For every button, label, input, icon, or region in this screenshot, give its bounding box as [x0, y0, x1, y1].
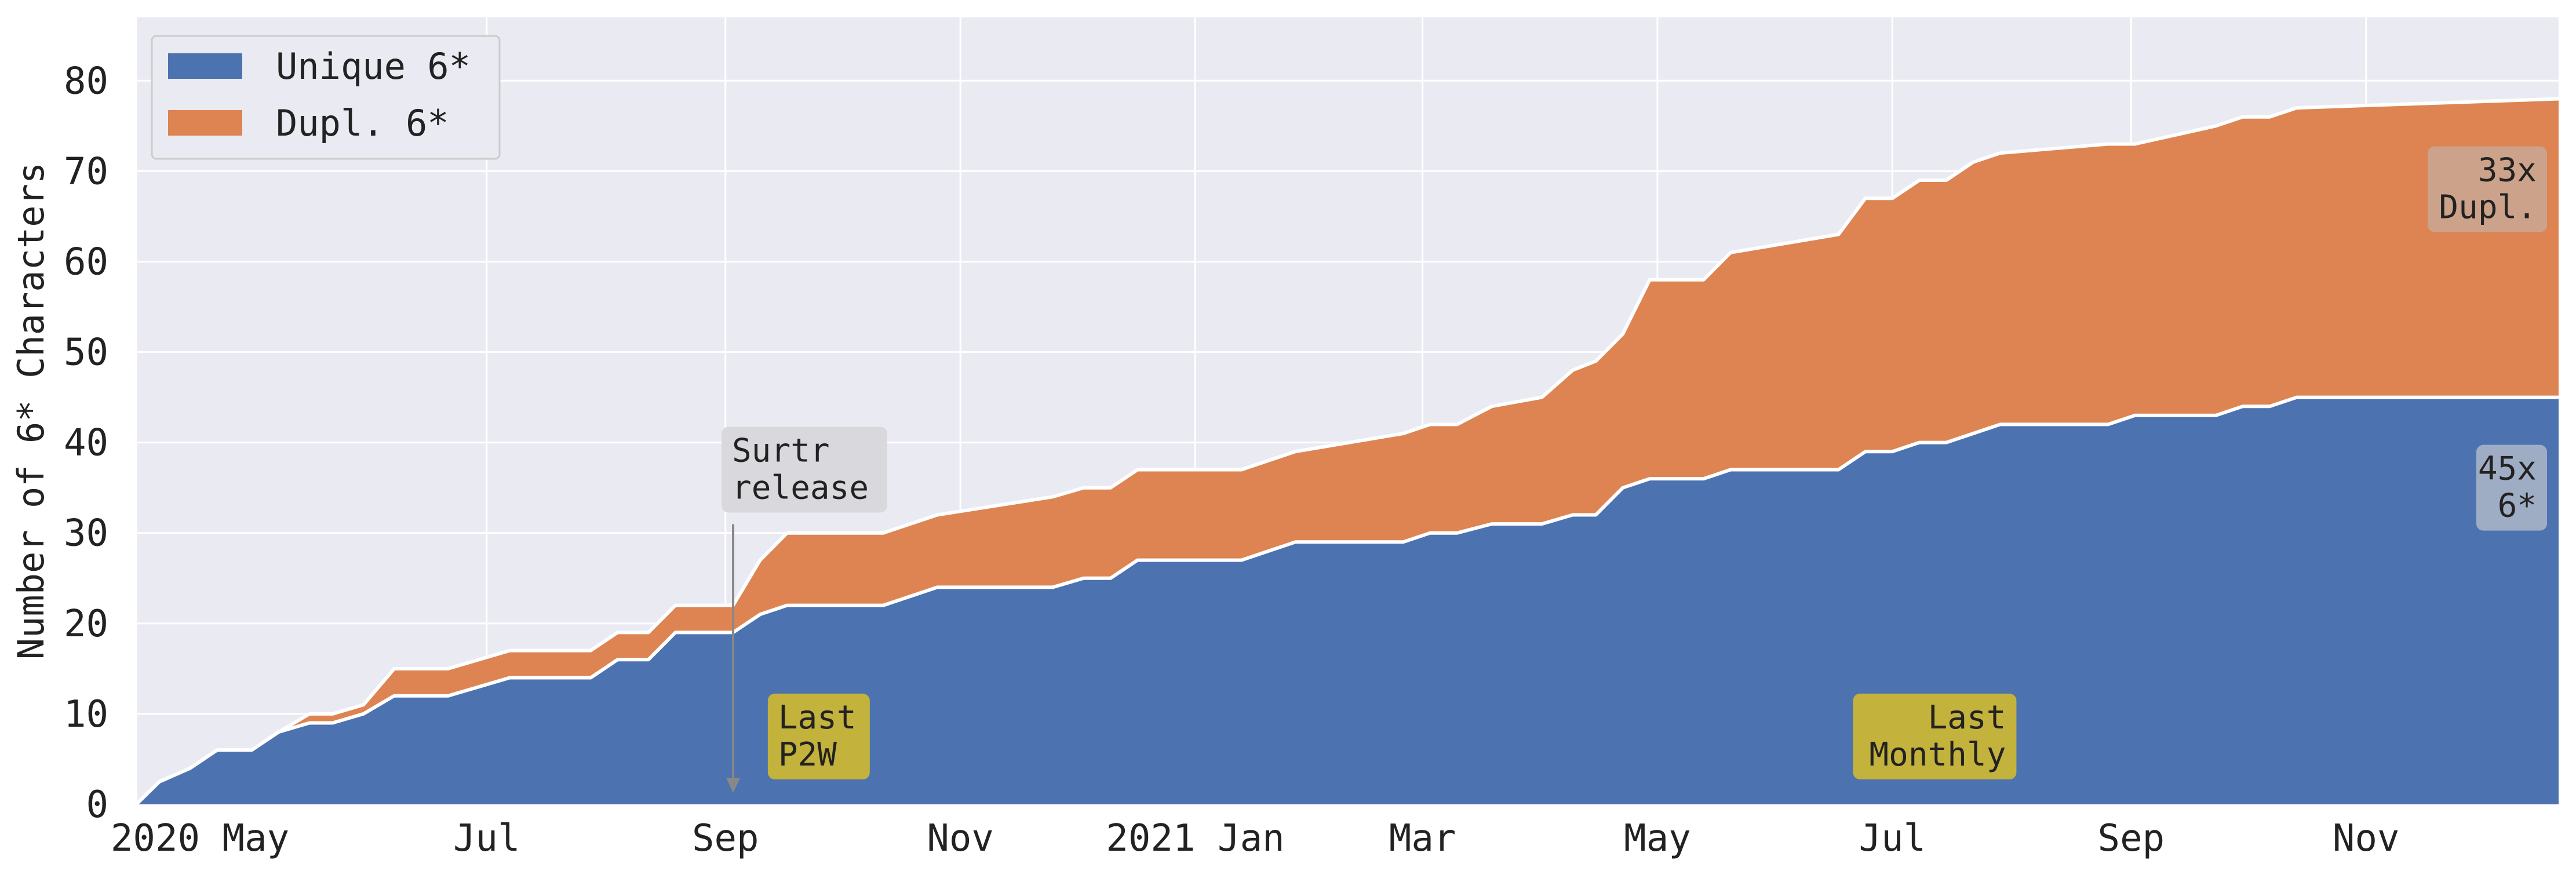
y-tick-label: 60: [64, 240, 108, 283]
annotation-text: Surtr: [732, 432, 830, 469]
annotation-arrowhead: [726, 778, 741, 793]
x-tick-label: Sep: [692, 817, 759, 860]
x-tick-label: Sep: [2098, 817, 2165, 860]
annotation-text: Dupl.: [2439, 189, 2537, 227]
x-tick-label: 2021 Jan: [1106, 817, 1284, 860]
x-tick-label: 2020 May: [111, 817, 289, 860]
y-tick-label: 0: [86, 783, 108, 826]
legend-label-dupl: Dupl. 6*: [276, 102, 449, 144]
annotation-text: release: [732, 469, 869, 506]
legend-swatch-dupl: [168, 110, 242, 136]
x-tick-label: Jul: [453, 817, 520, 860]
y-tick-label: 20: [64, 603, 108, 646]
annotation-text: 45x: [2478, 450, 2537, 488]
x-tick-label: Nov: [2333, 817, 2400, 860]
annotation-box: [767, 693, 870, 779]
y-tick-label: 30: [64, 512, 108, 555]
x-tick-label: Jul: [1859, 817, 1926, 860]
annotation-box: [722, 427, 888, 513]
x-tick-label: Mar: [1389, 817, 1456, 860]
y-tick-label: 70: [64, 150, 108, 193]
annotation-text: P2W: [778, 736, 837, 774]
line-dupl-6star: [134, 97, 2559, 806]
y-axis-ticks: 0 10 20 30 40 50 60 70 80: [64, 60, 108, 826]
y-tick-label: 80: [64, 60, 108, 103]
y-tick-label: 40: [64, 422, 108, 465]
y-tick-label: 10: [64, 693, 108, 736]
legend-swatch-unique: [168, 53, 242, 79]
annotation-text: Last: [1928, 699, 2006, 737]
annotation-box: [1853, 693, 2017, 779]
x-tick-label: May: [1624, 817, 1691, 860]
annotation-text: 33x: [2478, 152, 2537, 189]
annotation-text: 6*: [2498, 487, 2537, 525]
y-axis-label: Number of 6* Characters: [10, 162, 52, 660]
annotation-box: [2476, 444, 2547, 531]
annotation-text: Monthly: [1869, 736, 2006, 774]
annotation-text: Last: [778, 699, 857, 737]
legend-label-unique: Unique 6*: [276, 45, 471, 88]
line-unique-6star: [134, 395, 2559, 806]
annotations: SurtrreleaseLastP2WLastMonthly33xDupl.45…: [722, 146, 2547, 793]
x-axis-ticks: 2020 May Jul Sep Nov 2021 Jan Mar May Jul Sep Nov: [111, 817, 2400, 860]
y-tick-label: 50: [64, 331, 108, 374]
x-tick-label: Nov: [927, 817, 994, 860]
area-dupl-6star: [136, 99, 2559, 804]
annotation-box: [2428, 146, 2547, 232]
legend: Unique 6* Dupl. 6*: [151, 35, 501, 160]
